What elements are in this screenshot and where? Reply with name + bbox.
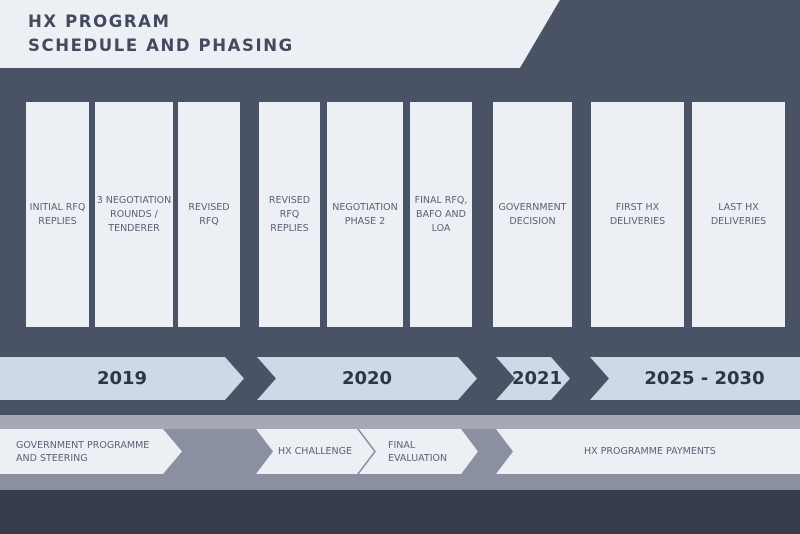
milestone-card: GOVERNMENT DECISION xyxy=(493,102,572,327)
year-label: 2019 xyxy=(96,368,148,389)
year-arrow-2025-2030 xyxy=(590,357,800,400)
phase-arrow-payments xyxy=(496,429,800,474)
milestone-label: FINAL RFQ, BAFO AND LOA xyxy=(414,194,468,234)
milestone-card: FINAL RFQ, BAFO AND LOA xyxy=(410,102,472,327)
milestone-label: NEGOTIATION PHASE 2 xyxy=(332,201,398,227)
milestone-label: FIRST HX DELIVERIES xyxy=(609,201,666,227)
milestone-label: LAST HX DELIVERIES xyxy=(710,201,767,227)
milestone-label: REVISED RFQ xyxy=(188,201,230,227)
milestone-label: 3 NEGOTIATION ROUNDS / TENDERER xyxy=(96,194,172,234)
milestone-card: LAST HX DELIVERIES xyxy=(692,102,785,327)
year-label: 2025 - 2030 xyxy=(644,368,765,389)
phase-arrow-government xyxy=(0,429,182,474)
phase-label: HX PROGRAMME PAYMENTS xyxy=(584,446,716,457)
phase-arrow-hx-challenge xyxy=(256,429,374,474)
milestone-card: FIRST HX DELIVERIES xyxy=(591,102,684,327)
milestone-card: REVISED RFQ xyxy=(178,102,240,327)
year-arrow-2019 xyxy=(0,357,244,400)
phase-arrow-final-evaluation xyxy=(359,429,478,474)
year-label: 2021 xyxy=(511,368,563,389)
year-arrows xyxy=(0,357,800,400)
milestone-card: NEGOTIATION PHASE 2 xyxy=(327,102,403,327)
milestone-label: REVISED RFQ REPLIES xyxy=(268,194,311,234)
year-label: 2020 xyxy=(341,368,393,389)
phase-label: FINAL EVALUATION xyxy=(388,439,448,464)
year-arrow-2020 xyxy=(257,357,477,400)
header-band xyxy=(0,0,800,68)
milestone-card: INITIAL RFQ REPLIES xyxy=(26,102,89,327)
milestone-label: INITIAL RFQ REPLIES xyxy=(29,201,86,227)
milestone-card: 3 NEGOTIATION ROUNDS / TENDERER xyxy=(95,102,173,327)
year-arrow-2021 xyxy=(496,357,570,400)
page-title: HX PROGRAM xyxy=(28,12,171,31)
phase-label: HX CHALLENGE xyxy=(278,446,353,457)
page-subtitle: SCHEDULE AND PHASING xyxy=(28,36,294,55)
footer-bar xyxy=(0,490,800,534)
phase-label: GOVERNMENT PROGRAMME AND STEERING xyxy=(16,439,150,464)
phase-track xyxy=(0,415,800,490)
milestone-label: GOVERNMENT DECISION xyxy=(498,201,567,227)
milestone-card: REVISED RFQ REPLIES xyxy=(259,102,320,327)
